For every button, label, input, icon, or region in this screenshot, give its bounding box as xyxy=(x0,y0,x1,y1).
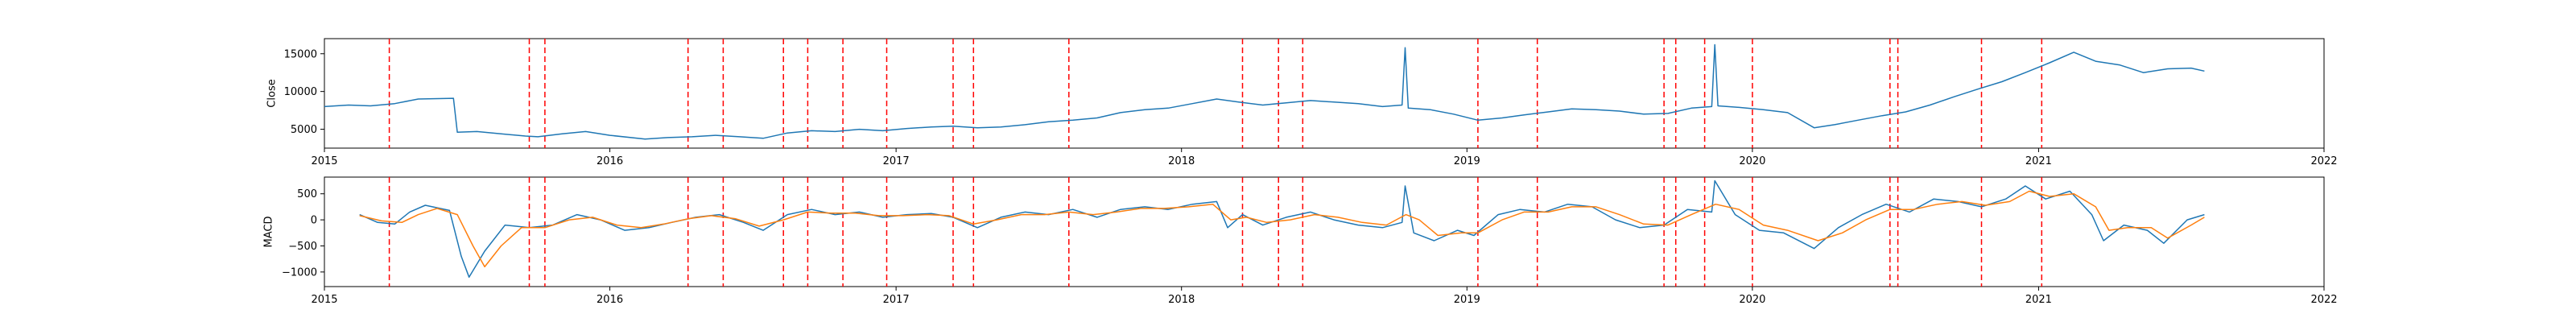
x-tick-label: 2016 xyxy=(597,155,623,167)
y-tick-label: 5000 xyxy=(291,124,317,136)
macd-event-lines xyxy=(388,177,2043,287)
close-y-axis: 5000 10000 15000 xyxy=(284,48,324,136)
y-tick-label: 15000 xyxy=(284,48,317,60)
x-tick-label: 2020 xyxy=(1739,294,1765,306)
x-tick-label: 2017 xyxy=(883,155,910,167)
macd-y-axis-label: MACD xyxy=(263,217,275,248)
close-x-axis: 2015 2016 2017 2018 2019 2020 2021 2022 xyxy=(311,148,2338,167)
close-series xyxy=(324,43,2205,140)
close-series-line-1 xyxy=(324,43,2205,140)
x-tick-label: 2018 xyxy=(1168,294,1195,306)
x-tick-label: 2021 xyxy=(2025,294,2052,306)
macd-y-axis: −1000 −500 0 500 xyxy=(282,188,324,279)
close-y-axis-label: Close xyxy=(266,79,279,107)
x-tick-label: 2015 xyxy=(311,155,337,167)
x-tick-label: 2022 xyxy=(2310,294,2337,306)
y-tick-label: 0 xyxy=(311,215,317,227)
close-panel: 2015 2016 2017 2018 2019 2020 2021 2022 5000 100… xyxy=(266,38,2338,167)
close-axes-frame xyxy=(324,38,2325,149)
y-tick-label: 10000 xyxy=(284,86,317,98)
x-tick-label: 2018 xyxy=(1168,155,1195,167)
x-tick-label: 2019 xyxy=(1454,155,1480,167)
x-tick-label: 2016 xyxy=(597,294,623,306)
x-tick-label: 2017 xyxy=(883,294,910,306)
macd-series-line-2 xyxy=(359,190,2205,268)
y-tick-label: −1000 xyxy=(282,266,317,279)
x-tick-label: 2021 xyxy=(2025,155,2052,167)
macd-panel: 2015 2016 2017 2018 2019 2020 2021 2022 −1000 −5… xyxy=(263,176,2338,306)
macd-x-axis: 2015 2016 2017 2018 2019 2020 2021 2022 xyxy=(311,287,2338,306)
macd-axes-frame xyxy=(324,176,2325,287)
x-tick-label: 2015 xyxy=(311,294,337,306)
x-tick-label: 2022 xyxy=(2310,155,2337,167)
y-tick-label: 500 xyxy=(297,188,317,200)
x-tick-label: 2020 xyxy=(1739,155,1765,167)
y-tick-label: −500 xyxy=(288,241,317,253)
close-event-lines xyxy=(388,39,2043,148)
macd-series xyxy=(359,180,2205,279)
x-tick-label: 2019 xyxy=(1454,294,1480,306)
